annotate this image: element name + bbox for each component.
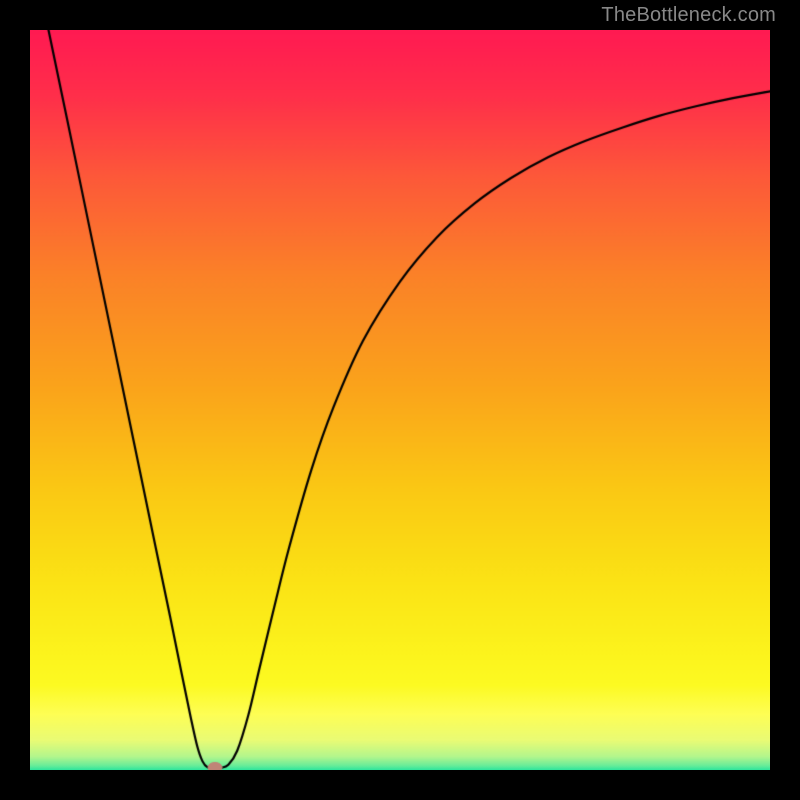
chart-canvas (30, 30, 770, 770)
watermark-text: TheBottleneck.com (601, 4, 776, 27)
plot-area (30, 30, 770, 770)
